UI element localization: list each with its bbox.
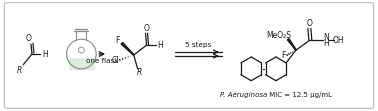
Text: N: N [323,33,328,42]
Text: H: H [323,39,328,48]
Text: 5 steps: 5 steps [185,42,212,48]
Text: P. Aeruginosa: P. Aeruginosa [220,92,267,98]
Polygon shape [121,42,134,55]
FancyBboxPatch shape [4,3,374,108]
Text: O: O [26,34,32,43]
Text: O: O [307,19,313,28]
Text: H: H [42,50,48,58]
Polygon shape [68,59,94,69]
Text: Cl: Cl [111,56,119,65]
Text: H: H [158,41,163,50]
Text: F: F [116,36,120,45]
Polygon shape [287,39,296,50]
Text: O: O [144,24,149,33]
Text: R: R [137,68,142,77]
Text: R: R [17,66,22,75]
Polygon shape [67,54,96,69]
Text: OH: OH [333,36,344,45]
Text: MIC = 12.5 μg/mL: MIC = 12.5 μg/mL [267,92,332,98]
Text: F: F [281,51,285,59]
Text: MeO₂S: MeO₂S [267,31,292,40]
Text: one flask: one flask [86,58,118,64]
